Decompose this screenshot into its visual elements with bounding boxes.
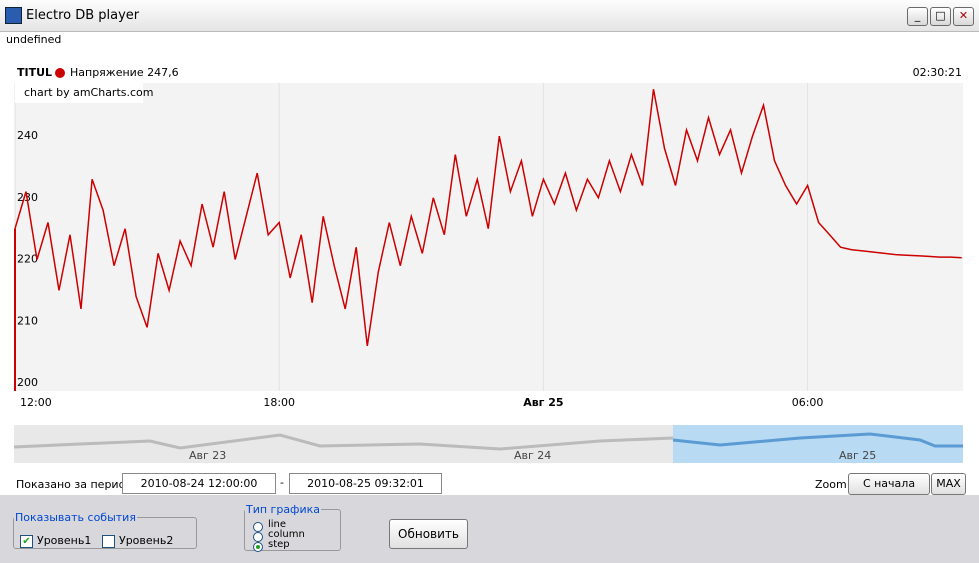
scroller-label: Авг 25 — [839, 449, 876, 462]
zoom-button[interactable]: MAX — [931, 473, 966, 495]
y-tick-label: 220 — [17, 253, 38, 266]
y-tick-label: 210 — [17, 314, 38, 327]
period-label: Показано за период: — [16, 478, 137, 491]
x-tick-label: 12:00 — [20, 396, 52, 409]
status-text: undefined — [6, 33, 62, 46]
legend-marker — [55, 68, 65, 78]
scroller-line — [672, 432, 963, 448]
zoom-label: Zoom: — [815, 478, 851, 491]
y-tick-label: 200 — [17, 376, 38, 389]
radio-dot — [256, 545, 260, 549]
separator: - — [280, 476, 284, 489]
scroller: Авг 23 Авг 24 Авг 25 — [13, 425, 963, 463]
bottom-panel: Показывать события ✔ Уровень1 Уровень2 Тип… — [0, 495, 979, 563]
chart-time: 02:30:21 — [913, 66, 962, 79]
date-to[interactable]: 2010-08-25 09:32:01 — [289, 473, 442, 494]
chart-type-group: Тип графика line column step — [244, 503, 341, 552]
legend-text: Напряжение 247,6 — [70, 66, 179, 79]
radio-label: step — [268, 539, 290, 550]
x-tick-label: 06:00 — [792, 396, 824, 409]
title-bar: Electro DB player _ □ ✕ — [0, 0, 979, 32]
chart: TITUL Напряжение 247,6 02:30:21 chart by… — [13, 66, 963, 463]
minimize-button[interactable]: _ — [907, 7, 928, 26]
chart-type-title: Тип графика — [246, 503, 320, 516]
events-title: Показывать события — [15, 511, 136, 524]
radio[interactable] — [253, 532, 263, 542]
events-group: Показывать события ✔ Уровень1 Уровень2 — [13, 511, 197, 549]
data-line — [14, 89, 962, 347]
credit-box — [15, 83, 143, 103]
plot-area — [15, 83, 963, 391]
scroller-line — [13, 433, 674, 451]
credit: chart by amCharts.com — [24, 86, 154, 99]
x-tick-label: Авг 25 — [523, 396, 563, 409]
radio[interactable] — [253, 522, 263, 532]
refresh-button[interactable]: Обновить — [389, 519, 468, 549]
checkbox[interactable]: ✔ — [20, 535, 33, 548]
checkbox[interactable] — [102, 535, 115, 548]
app-icon — [5, 7, 22, 24]
x-tick-label: 18:00 — [263, 396, 295, 409]
radio[interactable] — [253, 542, 263, 552]
scroller-label: Авг 23 — [189, 449, 226, 462]
maximize-button[interactable]: □ — [930, 7, 951, 26]
zoom-button[interactable]: С начала года — [848, 473, 930, 510]
y-tick-label: 240 — [17, 129, 38, 142]
checkbox-label: Уровень1 — [37, 534, 92, 547]
checkbox-label: Уровень2 — [119, 534, 174, 547]
window-title: Electro DB player — [26, 8, 140, 23]
chart-title: TITUL — [17, 66, 52, 79]
close-button[interactable]: ✕ — [953, 7, 974, 26]
radio-label: column — [268, 529, 305, 540]
scroller-label: Авг 24 — [514, 449, 551, 462]
date-from[interactable]: 2010-08-24 12:00:00 — [122, 473, 276, 494]
radio-label: line — [268, 519, 287, 530]
